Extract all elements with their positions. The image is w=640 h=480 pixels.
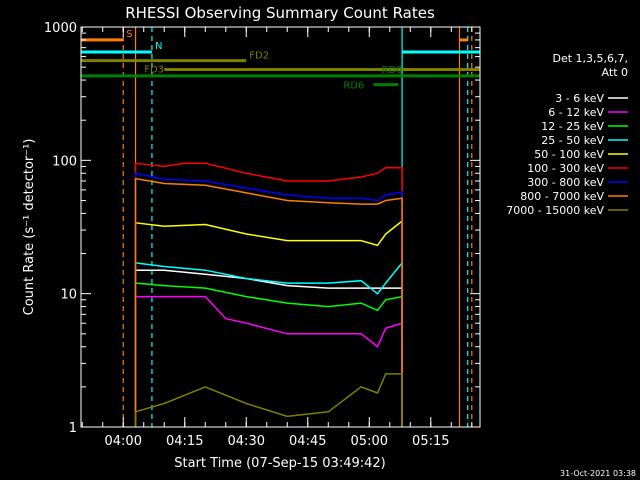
y-tick-label: 100 bbox=[52, 154, 77, 169]
legend-entry-label: 12 - 25 keV bbox=[541, 120, 604, 133]
legend-entry-label: 100 - 300 keV bbox=[527, 162, 604, 175]
x-tick-label: 05:15 bbox=[412, 434, 449, 449]
legend-entry-label: 25 - 50 keV bbox=[541, 134, 604, 147]
state-bar-label: N bbox=[155, 41, 162, 52]
legend-title: Det 1,3,5,6,7, bbox=[552, 52, 628, 65]
x-tick-label: 05:00 bbox=[351, 434, 388, 449]
y-tick-label: 1000 bbox=[44, 21, 77, 36]
series-line-0 bbox=[134, 269, 403, 427]
series-line-2 bbox=[134, 282, 403, 427]
chart-title: RHESSI Observing Summary Count Rates bbox=[125, 4, 435, 22]
x-axis-label: Start Time (07-Sep-15 03:49:42) bbox=[174, 456, 385, 471]
y-tick-label: 10 bbox=[60, 288, 77, 303]
data-series bbox=[134, 162, 403, 427]
series-line-3 bbox=[134, 260, 403, 427]
y-axis-label: Count Rate (s⁻¹ detector⁻¹) bbox=[22, 139, 37, 316]
axes: 1 10 100 1000 04:00 04:15 04:30 04:45 05:00 05:15 bbox=[44, 21, 480, 449]
state-bar-label: FD2 bbox=[249, 51, 269, 62]
legend-entry-label: 300 - 800 keV bbox=[527, 176, 604, 189]
series-line-8 bbox=[134, 373, 403, 427]
state-bar-label: S bbox=[126, 29, 132, 40]
legend-entry-label: 3 - 6 keV bbox=[555, 92, 604, 105]
state-bar-label: FD3 bbox=[144, 65, 164, 76]
series-line-7 bbox=[134, 177, 403, 427]
legend-entry-label: 800 - 7000 keV bbox=[520, 190, 604, 203]
series-line-4 bbox=[134, 219, 403, 427]
legend-entry-label: 50 - 100 keV bbox=[534, 148, 604, 161]
x-tick-label: 04:00 bbox=[105, 434, 142, 449]
x-tick-label: 04:30 bbox=[228, 434, 265, 449]
x-tick-label: 04:45 bbox=[289, 434, 326, 449]
y-tick-label: 1 bbox=[69, 421, 77, 436]
series-line-6 bbox=[134, 172, 403, 427]
legend-entry-label: 7000 - 15000 keV bbox=[506, 204, 604, 217]
plot-frame bbox=[80, 26, 481, 428]
state-bar-label: RD6 bbox=[343, 81, 364, 92]
state-bars: S N FD2 FD3 RD0 RD6 bbox=[81, 29, 480, 92]
date-stamp: 31-Oct-2021 03:38 bbox=[560, 469, 636, 478]
legend-entry-label: 6 - 12 keV bbox=[548, 106, 604, 119]
series-line-5 bbox=[134, 162, 403, 427]
state-bar-label: RD0 bbox=[382, 65, 403, 76]
legend-title: Att 0 bbox=[602, 66, 628, 79]
x-tick-label: 04:15 bbox=[166, 434, 203, 449]
series-line-1 bbox=[134, 295, 403, 427]
